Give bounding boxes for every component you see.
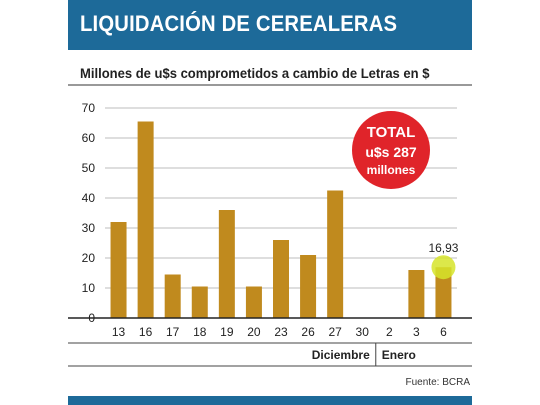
total-badge-line1: TOTAL [367,124,416,141]
x-tick-label: 2 [386,325,393,339]
last-value-label: 16,93 [428,241,458,255]
y-tick-label: 50 [82,161,96,175]
month-labels: Diciembre Enero [68,342,472,367]
last-value-highlight [431,255,456,280]
total-badge: TOTAL u$s 287 millones [352,111,430,189]
bar-23 [273,240,289,318]
y-tick-label: 20 [82,251,96,265]
x-tick-label: 19 [220,325,234,339]
total-badge-line2: u$s 287 [365,144,417,160]
bar-3 [408,270,425,318]
x-tick-label: 16 [139,325,153,339]
x-tick-label: 30 [356,325,370,339]
bar-26 [300,255,317,318]
bar-13 [110,222,127,318]
x-tick-label: 18 [193,325,207,339]
y-tick-label: 30 [82,221,96,235]
bar-19 [218,210,235,318]
x-tick-label: 13 [112,325,126,339]
annotations: 16,93 [428,241,459,280]
source-note: Fuente: BCRA [405,377,470,388]
bar-20 [245,286,262,318]
y-tick-label: 60 [82,131,96,145]
x-tick-label: 6 [440,325,447,339]
bar-6 [435,267,452,318]
x-tick-label: 26 [301,325,315,339]
bar-27 [327,190,344,318]
footer-bar [68,396,472,405]
bar-17 [164,274,181,318]
y-tick-label: 70 [82,101,96,115]
bar-16 [137,121,154,318]
y-tick-label: 10 [82,281,96,295]
total-badge-circle [352,111,430,189]
month-label: Enero [382,348,416,362]
total-badge-line3: millones [367,163,416,177]
x-tick-label: 27 [328,325,342,339]
x-tick-label: 23 [274,325,288,339]
header-bar [68,0,472,50]
x-tick-label: 17 [166,325,180,339]
chart-subtitle: Millones de u$s comprometidos a cambio d… [80,65,430,81]
x-tick-label: 20 [247,325,261,339]
bar-18 [191,286,208,318]
chart-title: LIQUIDACIÓN DE CEREALERAS [80,11,398,36]
y-tick-label: 40 [82,191,96,205]
x-tick-label: 3 [413,325,420,339]
x-axis-ticks: 13 16 17 18 19 20 23 26 27 30 2 3 6 [112,325,447,339]
month-label: Diciembre [312,348,370,362]
bars [68,121,472,319]
